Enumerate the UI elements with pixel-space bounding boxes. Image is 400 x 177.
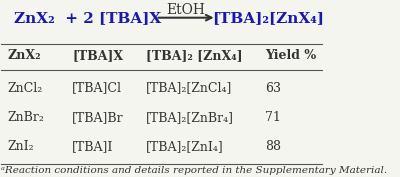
Text: ZnI₂: ZnI₂ [8,140,34,153]
Text: 71: 71 [265,111,280,124]
Text: [TBA]Br: [TBA]Br [72,111,124,124]
Text: ZnX₂: ZnX₂ [8,49,42,62]
Text: [TBA]₂[ZnX₄]: [TBA]₂[ZnX₄] [212,11,324,25]
Text: 88: 88 [265,140,281,153]
Text: ZnCl₂: ZnCl₂ [8,82,43,95]
Text: ZnX₂  + 2 [TBA]X: ZnX₂ + 2 [TBA]X [14,11,162,25]
Text: EtOH: EtOH [166,3,206,17]
Text: [TBA]Cl: [TBA]Cl [72,82,122,95]
Text: 63: 63 [265,82,281,95]
Text: ᵃReaction conditions and details reported in the Supplementary Material.: ᵃReaction conditions and details reporte… [1,166,388,175]
Text: [TBA]X: [TBA]X [72,49,123,62]
Text: Yield %: Yield % [265,49,316,62]
Text: [TBA]₂ [ZnX₄]: [TBA]₂ [ZnX₄] [146,49,242,62]
Text: ZnBr₂: ZnBr₂ [8,111,45,124]
Text: [TBA]I: [TBA]I [72,140,114,153]
Text: [TBA]₂[ZnCl₄]: [TBA]₂[ZnCl₄] [146,82,232,95]
Text: [TBA]₂[ZnI₄]: [TBA]₂[ZnI₄] [146,140,224,153]
Text: [TBA]₂[ZnBr₄]: [TBA]₂[ZnBr₄] [146,111,234,124]
